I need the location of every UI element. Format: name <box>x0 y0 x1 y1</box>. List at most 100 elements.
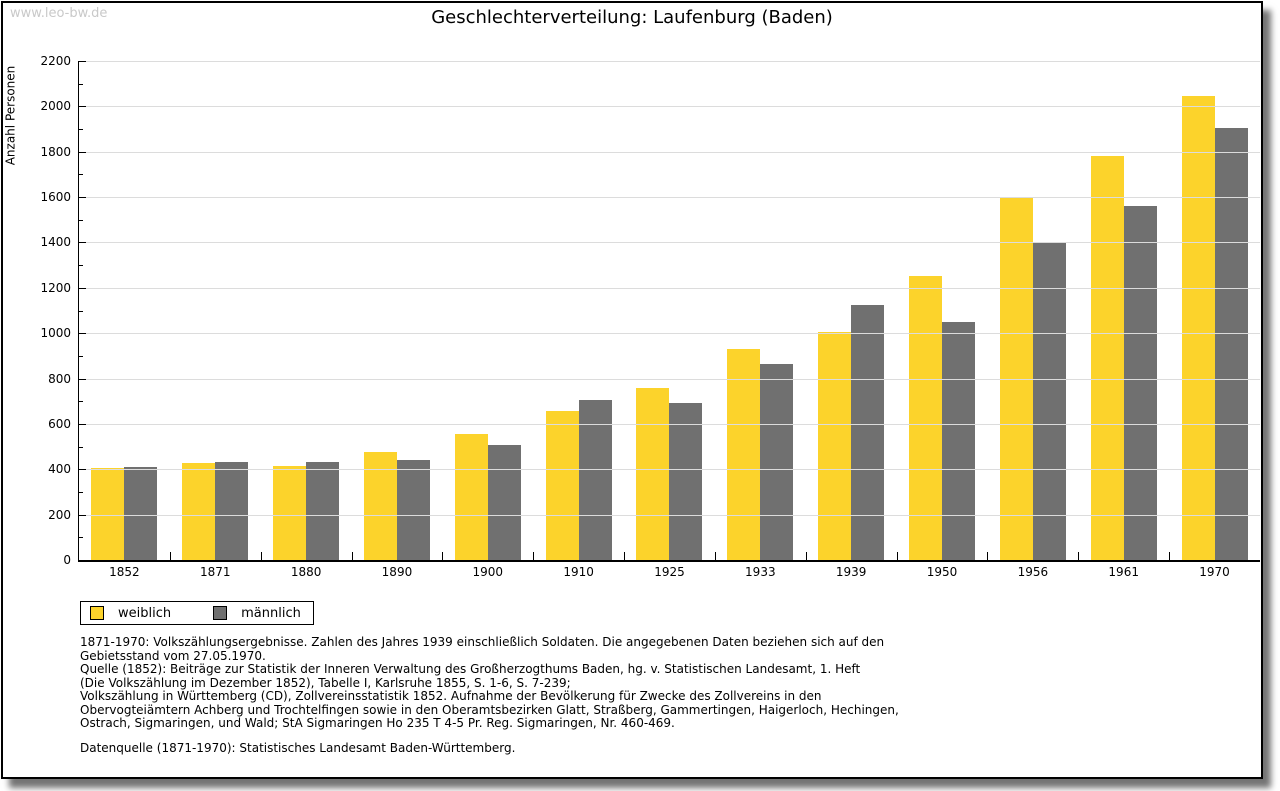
x-boundary-tick-9 <box>897 552 898 560</box>
bar-group-1880 <box>261 61 352 560</box>
x-boundary-tick-2 <box>261 552 262 560</box>
x-tick-label-1950: 1950 <box>926 565 958 579</box>
bar-männlich-1890 <box>396 460 430 560</box>
x-tick-label-1852: 1852 <box>109 565 140 579</box>
x-tick-label-1939: 1939 <box>835 565 867 579</box>
footnote-line-3: Quelle (1852): Beiträge zur Statistik de… <box>80 662 861 676</box>
gridline-2000 <box>79 106 1260 108</box>
bar-weiblich-1890 <box>363 452 397 560</box>
bar-männlich-1950 <box>942 322 976 560</box>
y-minor-tick-1300 <box>79 265 83 267</box>
x-boundary-tick-11 <box>1078 552 1079 560</box>
bar-weiblich-1910 <box>545 411 579 560</box>
footnote-line-5: Volkszählung in Württemberg (CD), Zollve… <box>80 689 822 703</box>
bar-group-1900 <box>442 61 533 560</box>
y-tick-label-2000: 2000 <box>40 99 71 114</box>
gridline-200 <box>79 514 1260 516</box>
y-tick-label-200: 200 <box>48 507 71 522</box>
x-tick-label-1900: 1900 <box>472 565 504 579</box>
bar-männlich-1933 <box>760 364 794 560</box>
bar-männlich-1939 <box>851 305 885 560</box>
y-minor-tick-700 <box>79 401 83 403</box>
bar-weiblich-1900 <box>454 434 488 560</box>
bar-weiblich-1950 <box>909 276 943 560</box>
y-minor-tick-1100 <box>79 310 83 312</box>
x-tick-label-1910: 1910 <box>563 565 594 579</box>
bar-group-1890 <box>352 61 443 560</box>
bar-männlich-1925 <box>669 403 703 560</box>
y-tick-label-1800: 1800 <box>40 144 71 159</box>
gridline-1400 <box>79 242 1260 244</box>
legend-swatch-weiblich-icon <box>90 606 104 620</box>
y-major-tick-2000 <box>79 106 86 108</box>
x-tick-label-1970: 1970 <box>1199 565 1230 579</box>
x-boundary-tick-7 <box>715 552 716 560</box>
y-major-tick-1600 <box>79 197 86 199</box>
footnote-line-4: (Die Volkszählung im Dezember 1852), Tab… <box>80 675 571 690</box>
bar-group-1925 <box>624 61 715 560</box>
bar-group-1933 <box>715 61 806 560</box>
legend-label-weiblich: weiblich <box>118 605 172 621</box>
bar-männlich-1900 <box>487 445 521 560</box>
bar-group-1950 <box>897 61 988 560</box>
y-tick-label-1400: 1400 <box>40 235 71 250</box>
y-minor-tick-1900 <box>79 129 83 131</box>
gridline-1000 <box>79 333 1260 335</box>
legend-label-männlich: männlich <box>241 605 301 621</box>
bar-weiblich-1970 <box>1181 96 1215 560</box>
bar-group-1871 <box>170 61 261 560</box>
x-boundary-tick-6 <box>624 552 625 560</box>
bar-männlich-1970 <box>1214 128 1248 560</box>
x-tick-label-1880: 1880 <box>290 565 322 579</box>
x-tick-label-1925: 1925 <box>654 565 685 579</box>
bar-series-container <box>79 61 1260 560</box>
gridline-2200 <box>79 61 1260 62</box>
y-major-tick-400 <box>79 469 86 471</box>
y-axis-tick-labels: 0 200 400 600 800 1000 1200 1400 1600 1800 2000 220… <box>21 54 71 567</box>
bar-weiblich-1939 <box>818 332 852 560</box>
footnote-line-1: 1871-1970: Volkszählungsergebnisse. Zahl… <box>80 635 885 649</box>
y-major-tick-600 <box>79 423 86 425</box>
y-minor-tick-300 <box>79 491 83 493</box>
x-tick-label-1956: 1956 <box>1017 565 1049 579</box>
x-axis-tick-labels: 1852 1871 1880 1890 1900 1910 1925 1933 1939 1950… <box>79 565 1260 579</box>
legend-item-männlich: männlich <box>213 606 301 621</box>
bar-group-1961 <box>1078 61 1169 560</box>
y-axis-label: Anzahl Personen <box>3 65 18 166</box>
bar-weiblich-1871 <box>182 463 216 560</box>
bar-weiblich-1852 <box>91 468 125 560</box>
x-boundary-tick-5 <box>533 552 534 560</box>
y-tick-label-400: 400 <box>48 462 71 477</box>
bar-männlich-1910 <box>578 400 612 560</box>
bar-group-1910 <box>533 61 624 560</box>
chart-frame: www.leo-bw.de Geschlechterverteilung: La… <box>1 1 1263 779</box>
gridline-1200 <box>79 287 1260 289</box>
bar-männlich-1880 <box>306 462 340 560</box>
bar-weiblich-1956 <box>999 197 1033 560</box>
bar-männlich-1852 <box>124 467 158 560</box>
footnote-line-2: Gebietsstand vom 27.05.1970. <box>80 648 266 663</box>
gridline-800 <box>79 378 1260 380</box>
bar-group-1970 <box>1169 61 1260 560</box>
footnote-line-6: Obervogteiämtern Achberg und Trochtelfin… <box>80 702 899 717</box>
footnote-text: 1871-1970: Volkszählungsergebnisse. Zahl… <box>80 635 1180 731</box>
bar-weiblich-1933 <box>727 349 761 560</box>
y-tick-label-600: 600 <box>48 416 71 431</box>
chart-legend: weiblich männlich <box>80 601 314 625</box>
bar-group-1956 <box>987 61 1078 560</box>
y-tick-label-800: 800 <box>48 371 71 386</box>
x-tick-label-1890: 1890 <box>381 565 413 579</box>
gridline-600 <box>79 423 1260 425</box>
y-minor-tick-500 <box>79 446 83 448</box>
gridline-400 <box>79 469 1260 471</box>
x-tick-label-1933: 1933 <box>745 565 776 579</box>
y-tick-label-1200: 1200 <box>40 280 71 295</box>
bar-weiblich-1880 <box>273 466 307 560</box>
y-minor-tick-900 <box>79 355 83 357</box>
y-major-tick-1800 <box>79 151 86 153</box>
y-major-tick-200 <box>79 514 86 516</box>
bar-group-1852 <box>79 61 170 560</box>
y-major-tick-1000 <box>79 333 86 335</box>
gridline-1600 <box>79 197 1260 199</box>
